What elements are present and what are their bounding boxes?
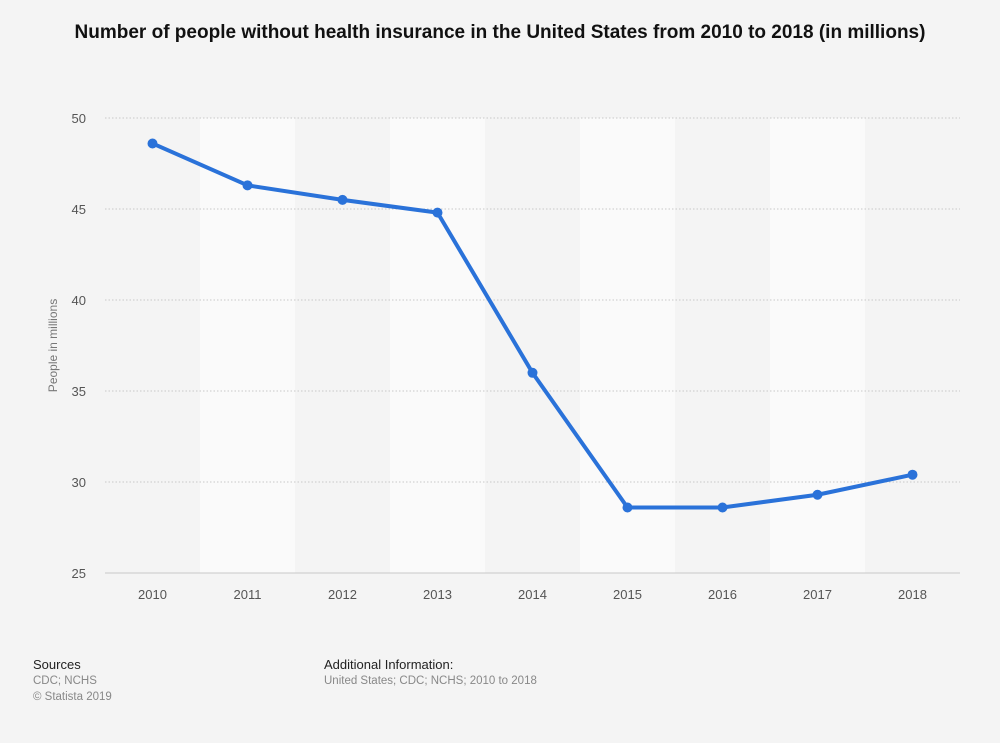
data-point-2018 [907, 469, 918, 480]
x-tick-label-2014: 2014 [518, 587, 547, 602]
data-point-2015 [622, 502, 633, 513]
plot-band-2011 [200, 118, 295, 573]
additional-info-text: United States; CDC; NCHS; 2010 to 2018 [324, 675, 537, 687]
x-tick-label-2013: 2013 [423, 587, 452, 602]
x-tick-label-2018: 2018 [898, 587, 927, 602]
y-tick-label-35: 35 [72, 384, 86, 399]
sources-block: Sources CDC; NCHS © Statista 2019 [33, 657, 112, 705]
data-point-2011 [242, 180, 253, 191]
data-point-2010 [147, 138, 158, 149]
y-tick-label-30: 30 [72, 475, 86, 490]
sources-text: CDC; NCHS [33, 675, 97, 687]
data-point-2012 [337, 194, 348, 205]
plot-band-2013 [390, 118, 485, 573]
x-tick-label-2016: 2016 [708, 587, 737, 602]
data-point-2013 [432, 207, 443, 218]
data-point-2016 [717, 502, 728, 513]
x-tick-label-2017: 2017 [803, 587, 832, 602]
y-tick-label-50: 50 [72, 111, 86, 126]
copyright-text: © Statista 2019 [33, 691, 112, 703]
x-tick-label-2012: 2012 [328, 587, 357, 602]
y-tick-label-25: 25 [72, 566, 86, 581]
sources-heading: Sources [33, 657, 81, 672]
data-point-2017 [812, 489, 823, 500]
x-tick-label-2010: 2010 [138, 587, 167, 602]
x-tick-label-2011: 2011 [234, 587, 262, 602]
additional-info-block: Additional Information: United States; C… [324, 657, 537, 689]
data-point-2014 [527, 367, 538, 378]
y-axis-title: People in millions [46, 299, 60, 392]
x-tick-label-2015: 2015 [613, 587, 642, 602]
chart-title: Number of people without health insuranc… [74, 22, 926, 43]
additional-info-heading: Additional Information: [324, 657, 454, 672]
y-tick-label-40: 40 [72, 293, 86, 308]
plot-band-2015 [580, 118, 675, 573]
plot-band-2017 [770, 118, 865, 573]
y-tick-label-45: 45 [72, 202, 86, 217]
